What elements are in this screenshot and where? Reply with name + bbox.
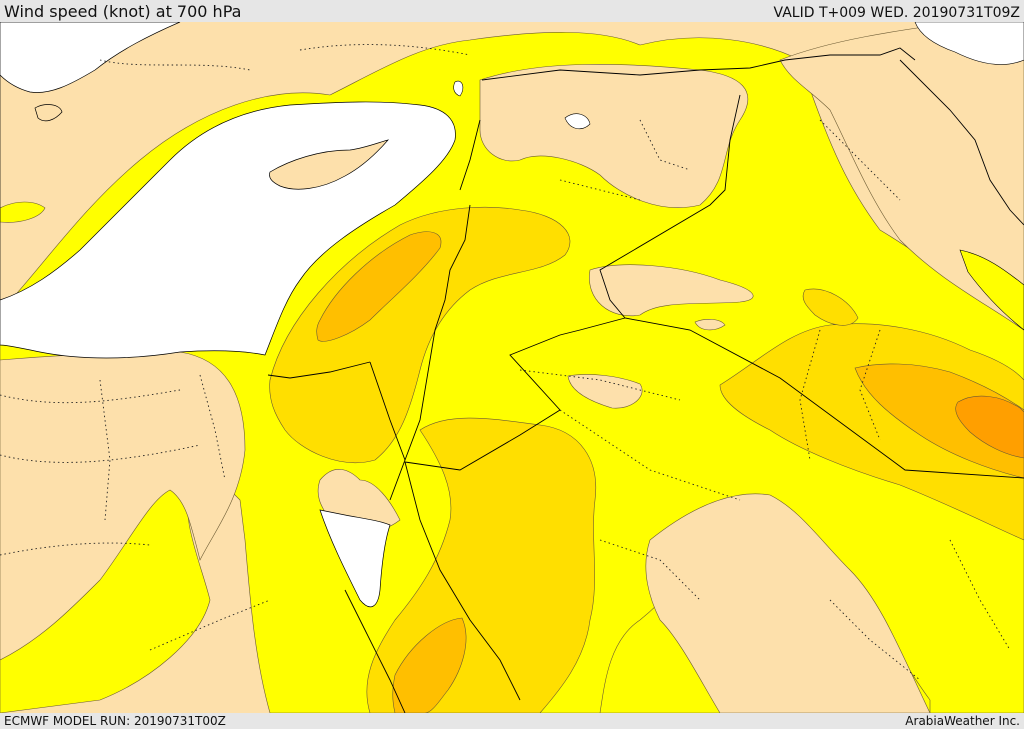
- admin-borders: [0, 44, 1011, 681]
- aegean-sea: [0, 22, 181, 93]
- calm-patch-east-2: [567, 374, 643, 409]
- lake-tuz: [453, 80, 464, 97]
- mediterranean-sea: [0, 22, 456, 359]
- calm-patch-south-east: [645, 493, 931, 713]
- wind-band-mid-small: [802, 288, 859, 326]
- calm-patch-east-1: [589, 264, 754, 317]
- calm-patch-east-3: [694, 319, 726, 331]
- lake-van: [564, 113, 591, 130]
- national-borders: [267, 47, 1024, 713]
- wind-band-mid-levant: [269, 206, 571, 463]
- wind-band-strong-levant: [316, 231, 442, 342]
- red-sea-gulf: [319, 509, 391, 608]
- footer-bar: [0, 713, 1024, 729]
- island-south-aegean: [34, 104, 63, 122]
- wind-band-strong-iraq: [854, 363, 1024, 479]
- caspian-sea: [914, 22, 1024, 65]
- valid-time: VALID T+009 WED. 20190731T09Z: [773, 5, 1020, 21]
- wind-patch-light-nw: [0, 201, 46, 223]
- calm-patch-north: [479, 64, 749, 208]
- wind-speed-map: [0, 22, 1024, 713]
- chart-title: Wind speed (knot) at 700 hPa: [4, 2, 242, 21]
- wind-band-max-iraq: [955, 395, 1024, 459]
- wind-band-strong-south: [392, 617, 467, 713]
- model-run-label: ECMWF MODEL RUN: 20190731T00Z: [4, 714, 226, 728]
- cyprus-island: [269, 139, 389, 190]
- credit-label: ArabiaWeather Inc.: [905, 714, 1020, 728]
- header-bar: Wind speed (knot) at 700 hPa VALID T+009…: [0, 0, 1024, 22]
